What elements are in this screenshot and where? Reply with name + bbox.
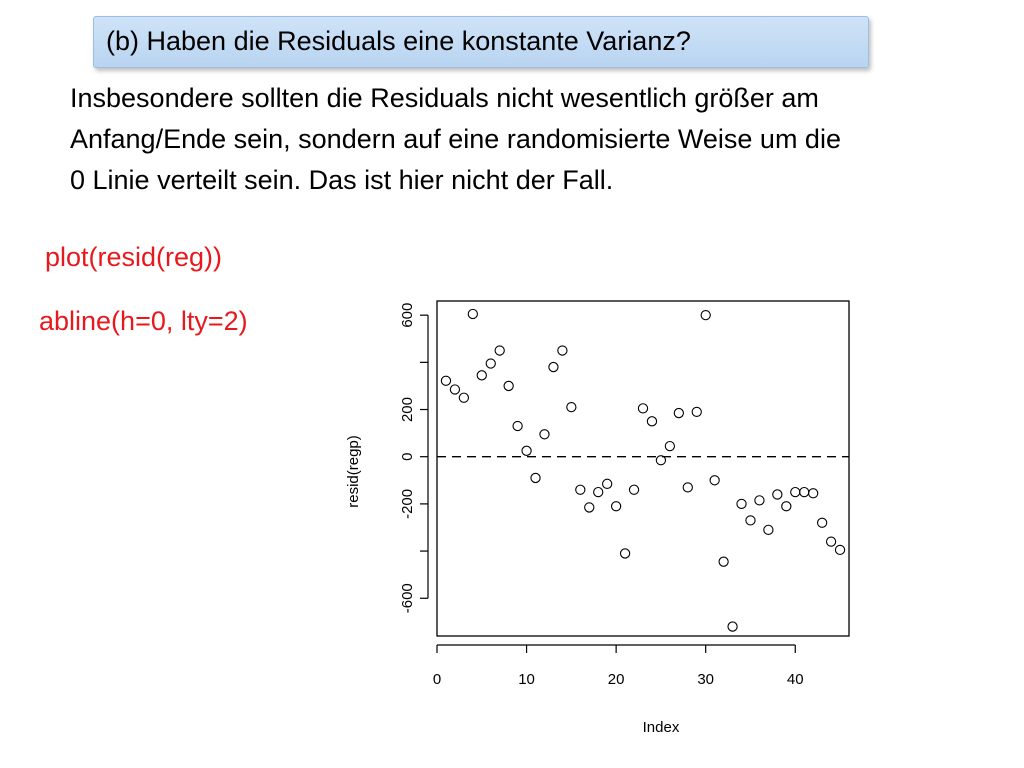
x-axis-label: Index [643, 719, 680, 736]
data-point [494, 345, 505, 356]
data-point [503, 380, 514, 392]
data-point [602, 478, 613, 489]
data-point [834, 544, 846, 556]
data-point [763, 524, 774, 535]
y-tick-label: -600 [399, 583, 416, 613]
data-point [655, 455, 667, 466]
data-point [799, 486, 810, 498]
code-abline-command: abline(h=0, lty=2) [39, 306, 248, 336]
description: Insbesondere sollten die Residuals nicht… [70, 78, 990, 201]
data-point [754, 495, 765, 506]
data-point [790, 486, 801, 498]
data-point [440, 375, 452, 386]
data-point [664, 440, 676, 452]
data-point [808, 488, 819, 499]
data-point [700, 310, 711, 321]
x-tick-label: 30 [697, 671, 714, 688]
data-point [566, 402, 577, 413]
data-point [548, 361, 559, 373]
data-point [539, 429, 550, 440]
description-line-2: Anfang/Ende sein, sondern auf eine rando… [70, 124, 841, 154]
data-point [467, 308, 478, 320]
x-tick-label: 40 [787, 671, 804, 688]
data-point [485, 358, 496, 369]
data-point [781, 501, 792, 512]
data-point [521, 445, 532, 456]
data-point [530, 472, 541, 484]
y-tick-label: 200 [399, 397, 416, 422]
data-point [575, 484, 586, 495]
data-point [646, 416, 658, 427]
data-point [512, 420, 523, 432]
data-point [736, 498, 747, 510]
y-tick-label: 0 [399, 453, 416, 461]
data-point [449, 384, 461, 395]
description-line-3: 0 Linie verteilt sein. Das ist hier nich… [70, 165, 614, 195]
y-axis-label: resid(regp) [345, 435, 362, 508]
y-tick-label: -200 [399, 489, 416, 519]
slide-heading: (b) Haben die Residuals eine konstante V… [106, 26, 691, 56]
data-point [557, 345, 568, 356]
x-tick-label: 20 [608, 671, 625, 688]
data-point [772, 489, 783, 500]
data-point [628, 484, 640, 495]
data-point [619, 548, 631, 559]
data-point [476, 370, 487, 381]
data-point [825, 536, 837, 547]
x-tick-label: 10 [518, 671, 535, 688]
data-point [727, 621, 738, 632]
x-tick-label: 0 [433, 671, 441, 688]
data-point [709, 475, 720, 486]
data-point [745, 515, 756, 526]
data-point [458, 392, 470, 403]
data-point [637, 403, 649, 414]
code-plot-command: plot(resid(reg)) [45, 242, 223, 272]
data-point [584, 502, 595, 513]
data-point [691, 406, 702, 418]
heading-box: (b) Haben die Residuals eine konstante V… [93, 16, 869, 68]
description-line-1: Insbesondere sollten die Residuals nicht… [70, 83, 819, 113]
plot-box [436, 300, 850, 637]
data-point [610, 501, 622, 512]
data-point [718, 556, 729, 567]
y-tick-label: 600 [399, 303, 416, 328]
data-point [682, 482, 693, 493]
data-point [816, 517, 828, 528]
data-point [673, 407, 684, 419]
data-point [593, 486, 604, 498]
